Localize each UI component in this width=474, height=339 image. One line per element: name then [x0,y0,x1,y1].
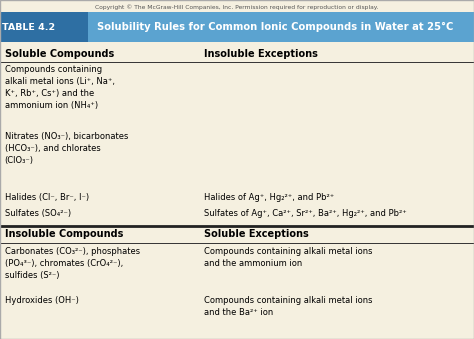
Text: Solubility Rules for Common Ionic Compounds in Water at 25°C: Solubility Rules for Common Ionic Compou… [90,22,454,32]
Text: Copyright © The McGraw-Hill Companies, Inc. Permission required for reproduction: Copyright © The McGraw-Hill Companies, I… [95,4,379,9]
Text: Sulfates of Ag⁺, Ca²⁺, Sr²⁺, Ba²⁺, Hg₂²⁺, and Pb²⁺: Sulfates of Ag⁺, Ca²⁺, Sr²⁺, Ba²⁺, Hg₂²⁺… [204,209,407,218]
Text: Compounds containing
alkali metal ions (Li⁺, Na⁺,
K⁺, Rb⁺, Cs⁺) and the
ammonium: Compounds containing alkali metal ions (… [5,65,115,111]
Text: Compounds containing alkali metal ions
and the ammonium ion: Compounds containing alkali metal ions a… [204,247,372,268]
Text: Halides of Ag⁺, Hg₂²⁺, and Pb²⁺: Halides of Ag⁺, Hg₂²⁺, and Pb²⁺ [204,193,334,202]
Text: Carbonates (CO₃²⁻), phosphates
(PO₄³⁻), chromates (CrO₄²⁻),
sulfides (S²⁻): Carbonates (CO₃²⁻), phosphates (PO₄³⁻), … [5,247,140,280]
Text: Sulfates (SO₄²⁻): Sulfates (SO₄²⁻) [5,209,71,218]
Bar [88,12,474,42]
Text: Soluble Exceptions: Soluble Exceptions [204,229,309,239]
Text: Insoluble Compounds: Insoluble Compounds [5,229,123,239]
Text: TABLE 4.2: TABLE 4.2 [2,22,55,32]
Text: Insoluble Exceptions: Insoluble Exceptions [204,49,318,59]
Text: Nitrates (NO₃⁻), bicarbonates
(HCO₃⁻), and chlorates
(ClO₃⁻): Nitrates (NO₃⁻), bicarbonates (HCO₃⁻), a… [5,132,128,165]
Text: Soluble Compounds: Soluble Compounds [5,49,114,59]
Text: Halides (Cl⁻, Br⁻, I⁻): Halides (Cl⁻, Br⁻, I⁻) [5,193,89,202]
Text: Compounds containing alkali metal ions
and the Ba²⁺ ion: Compounds containing alkali metal ions a… [204,296,372,317]
Text: Hydroxides (OH⁻): Hydroxides (OH⁻) [5,296,79,305]
Bar [0,12,88,42]
